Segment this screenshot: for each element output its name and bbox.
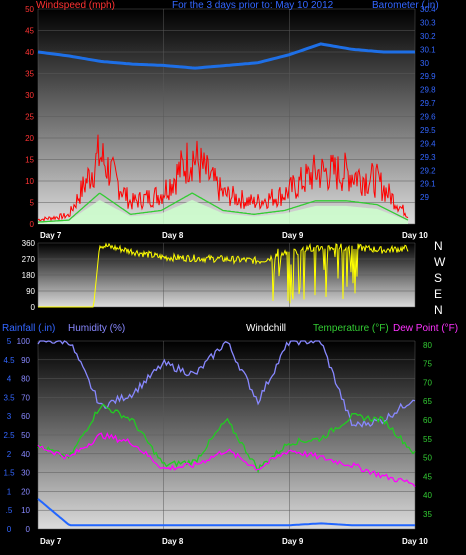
- humidity-tick-label: 70: [21, 393, 30, 402]
- temperature-tick-label: 60: [423, 416, 432, 425]
- barometer-axis-title: Barometer (.in): [372, 0, 439, 11]
- barometer-tick-label: 29.6: [420, 113, 436, 122]
- humidity-tick-label: 80: [21, 375, 30, 384]
- rain-tick-label: 1.5: [3, 469, 15, 478]
- day-label-10-bottom: Day 10: [402, 537, 428, 546]
- wind-tick-label: 35: [25, 70, 34, 79]
- barometer-tick-label: 29.3: [420, 153, 436, 162]
- wind-tick-label: 20: [25, 134, 34, 143]
- humidity-tick-label: 40: [21, 450, 30, 459]
- temperature-tick-label: 50: [423, 454, 432, 463]
- rainfall-line: [37, 498, 415, 527]
- dewpoint-line: [37, 431, 416, 488]
- compass-e: E: [434, 287, 442, 301]
- humidity-tick-label: 100: [17, 337, 31, 346]
- wind-axis-title: Windspeed (mph): [36, 0, 115, 11]
- temperature-tick-label: 70: [423, 378, 432, 387]
- wind-tick-label: 10: [25, 177, 34, 186]
- barometer-tick-label: 29.7: [420, 99, 436, 108]
- humidity-tick-label: 60: [21, 412, 30, 421]
- barometer-tick-label: 29: [420, 193, 429, 202]
- rain-tick-label: .5: [6, 506, 13, 515]
- direction-tick-label: 270: [22, 255, 36, 264]
- temperature-line: [37, 403, 416, 474]
- direction-tick-label: 0: [31, 303, 36, 312]
- wind-average-line: [37, 192, 409, 223]
- barometer-tick-label: 30: [420, 59, 429, 68]
- barometer-tick-label: 29.5: [420, 126, 436, 135]
- compass-w: W: [434, 255, 446, 269]
- compass-n-bottom: N: [434, 303, 443, 317]
- day-label-10-top: Day 10: [402, 231, 428, 240]
- humidity-tick-label: 90: [21, 356, 30, 365]
- compass-n-top: N: [434, 239, 443, 253]
- barometer-tick-label: 30.4: [420, 5, 436, 14]
- temperature-tick-label: 40: [423, 491, 432, 500]
- direction-tick-label: 360: [22, 239, 36, 248]
- rain-tick-label: 1: [7, 487, 12, 496]
- barometer-tick-label: 29.4: [420, 139, 436, 148]
- wind-tick-label: 30: [25, 91, 34, 100]
- windchill-axis-title: Windchill: [246, 323, 286, 334]
- humidity-tick-label: 20: [21, 487, 30, 496]
- rain-tick-label: 3.5: [3, 393, 15, 402]
- day-label-9-bottom: Day 9: [282, 537, 304, 546]
- humidity-tick-label: 50: [21, 431, 30, 440]
- barometer-tick-label: 30.3: [420, 18, 436, 27]
- temperature-tick-label: 75: [423, 360, 432, 369]
- day-label-7-bottom: Day 7: [40, 537, 62, 546]
- rain-tick-label: 4: [7, 375, 12, 384]
- barometer-tick-label: 30.1: [420, 45, 436, 54]
- wind-tick-label: 50: [25, 5, 34, 14]
- rain-tick-label: 4.5: [3, 356, 15, 365]
- dewpoint-axis-title: Dew Point (°F): [393, 323, 458, 334]
- rain-tick-label: 3: [7, 412, 12, 421]
- temperature-tick-label: 55: [423, 435, 432, 444]
- direction-tick-label: 90: [26, 287, 35, 296]
- rain-tick-label: 2: [7, 450, 12, 459]
- direction-tick-label: 180: [22, 271, 36, 280]
- barometer-tick-label: 30.2: [420, 32, 436, 41]
- day-label-9-top: Day 9: [282, 231, 304, 240]
- temperature-axis-title: Temperature (°F): [313, 323, 389, 334]
- day-label-8-top: Day 8: [162, 231, 184, 240]
- humidity-tick-label: 10: [21, 506, 30, 515]
- day-label-7-top: Day 7: [40, 231, 62, 240]
- wind-tick-label: 40: [25, 48, 34, 57]
- period-title: For the 3 days prior to: May 10 2012: [172, 0, 334, 11]
- rain-axis-title: Rainfall (.in): [2, 323, 55, 334]
- wind-tick-label: 0: [30, 220, 35, 229]
- humidity-line: [37, 340, 416, 428]
- barometer-tick-label: 29.8: [420, 86, 436, 95]
- temperature-tick-label: 35: [423, 510, 432, 519]
- rain-tick-label: 5: [7, 337, 12, 346]
- rain-tick-label: 2.5: [3, 431, 15, 440]
- wind-tick-label: 15: [25, 156, 34, 165]
- temperature-tick-label: 80: [423, 341, 432, 350]
- temperature-tick-label: 45: [423, 472, 432, 481]
- humidity-tick-label: 30: [21, 469, 30, 478]
- temperature-tick-label: 65: [423, 397, 432, 406]
- compass-s: S: [434, 271, 442, 285]
- barometer-tick-label: 29.1: [420, 180, 436, 189]
- wind-tick-label: 45: [25, 27, 34, 36]
- barometer-line: [37, 42, 415, 70]
- humidity-axis-title: Humidity (%): [68, 323, 125, 334]
- windspeed-line: [37, 134, 409, 222]
- barometer-tick-label: 29.9: [420, 72, 436, 81]
- wind-direction-line: [38, 242, 409, 308]
- wind-lull-area: [38, 200, 408, 224]
- humidity-tick-label: 0: [26, 525, 31, 534]
- wind-tick-label: 5: [30, 199, 35, 208]
- barometer-tick-label: 29.2: [420, 166, 436, 175]
- day-label-8-bottom: Day 8: [162, 537, 184, 546]
- wind-tick-label: 25: [25, 113, 34, 122]
- rain-tick-label: 0: [7, 525, 12, 534]
